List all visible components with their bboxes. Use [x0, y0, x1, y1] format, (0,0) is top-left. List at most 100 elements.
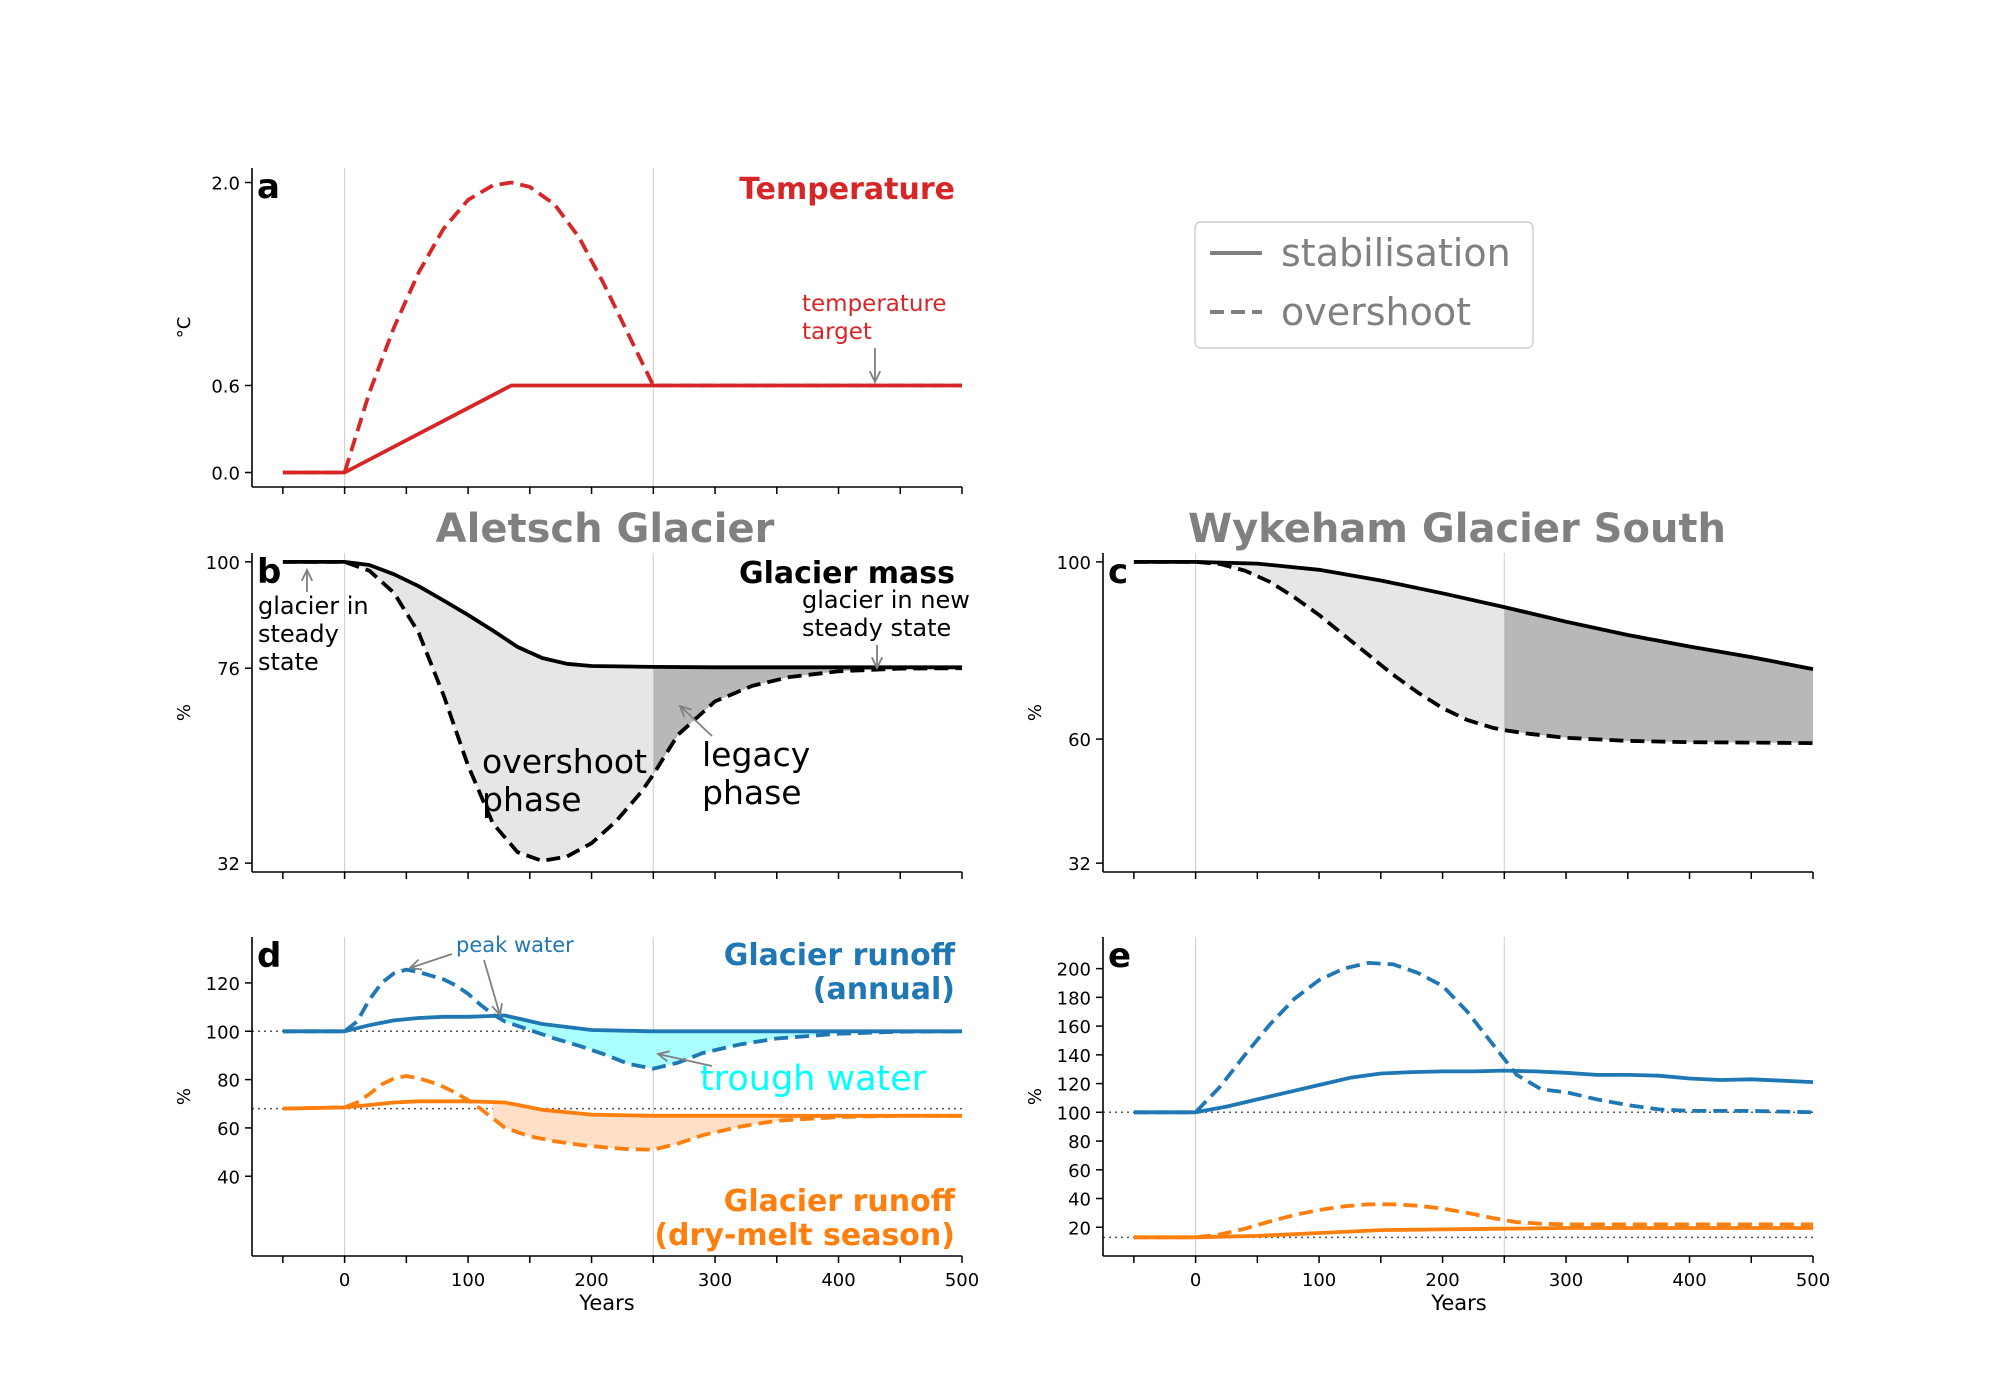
panel-b-y-tick-label: 32	[217, 854, 240, 875]
panel-c-shade-legacy	[1504, 607, 1813, 744]
panel-d-x-tick-label: 0	[339, 1270, 350, 1291]
legend-label-overshoot: overshoot	[1281, 290, 1471, 334]
panel-b-annotation-steady-state: glacier in steady state	[258, 592, 369, 676]
panel-a-y-tick-label: 0.6	[211, 377, 240, 398]
panel-c-letter: c	[1108, 552, 1128, 592]
panel-d-y-tick-label: 40	[217, 1167, 240, 1188]
panel-b-annotation-new-steady-state-line: steady state	[802, 614, 951, 642]
panel-d-series-dashed-orange-3	[282, 1074, 962, 1152]
panel-a-target-arrow-head	[868, 370, 882, 385]
panel-b-y-tick-label: 100	[206, 553, 240, 574]
panel-e-y-tick-label: 180	[1057, 988, 1091, 1009]
column-title-aletsch: Aletsch Glacier	[436, 506, 775, 552]
panel-e-x-tick-label: 100	[1302, 1270, 1336, 1291]
panel-e-y-tick-label: 80	[1068, 1132, 1091, 1153]
panel-b-annotation-new-steady-state-line: glacier in new	[802, 586, 970, 614]
panel-c-series-solid-black-0	[1133, 560, 1814, 671]
panel-b-steady-arrow-head	[300, 567, 314, 582]
panel-d-peak-arrow-2-head	[491, 1003, 503, 1017]
panel-b-series-solid-black-0	[282, 560, 962, 670]
panel-e-y-tick-label: 40	[1068, 1190, 1091, 1211]
panel-b-letter: b	[257, 552, 281, 592]
panel-d-title-annual: Glacier runoff (annual)	[724, 938, 956, 1007]
panel-a-annotation-temperature-target: temperature target	[802, 291, 947, 345]
panel-a-letter: a	[257, 167, 280, 207]
panel-b-annotation-new-steady-state: glacier in new steady state	[802, 586, 970, 642]
column-title-wykeham: Wykeham Glacier South	[1188, 506, 1726, 552]
panel-b-annotation-overshoot-phase: overshoot phase	[482, 742, 647, 819]
panel-d-title-dry-melt-line: Glacier runoff	[724, 1184, 956, 1219]
panel-d-x-tick-label: 200	[574, 1270, 608, 1291]
legend-label-stabilisation: stabilisation	[1281, 231, 1511, 275]
panel-c-shade-overshoot	[1195, 561, 1505, 731]
panel-d-series-solid-orange-2	[282, 1099, 962, 1118]
panel-e-y-tick-label: 160	[1057, 1017, 1091, 1038]
panel-b-annotation-overshoot-phase-line: phase	[482, 780, 582, 819]
panel-a-y-axis-label: °C	[174, 317, 195, 339]
panel-d-y-tick-label: 120	[206, 974, 240, 995]
panel-d-x-tick-label: 500	[945, 1270, 979, 1291]
panel-a-series-dashed-red-1	[282, 180, 962, 475]
panel-c-y-tick-label: 60	[1068, 730, 1091, 751]
panel-b-annotation-legacy-phase-line: legacy	[702, 735, 810, 774]
panel-c-y-tick-label: 32	[1068, 854, 1091, 875]
panel-d-series-solid-blue-0	[282, 1013, 962, 1034]
panel-e-x-tick-label: 400	[1672, 1270, 1706, 1291]
panel-a-annotation-temperature-target-line: target	[802, 319, 872, 345]
panel-d-trough-arrow-head	[655, 1050, 670, 1063]
panel-e-series-dashed-blue-1	[1133, 961, 1814, 1115]
panel-a-y-tick-label: 0.0	[211, 464, 240, 485]
panel-e-y-tick-label: 60	[1068, 1161, 1091, 1182]
panel-e-y-tick-label: 200	[1057, 960, 1091, 981]
panel-b-annotation-steady-state-line: state	[258, 648, 319, 676]
panel-d-x-tick-label: 100	[451, 1270, 485, 1291]
panel-b-legacy-arrow-head	[678, 704, 692, 718]
panel-d-series-dashed-blue-1	[282, 967, 963, 1071]
panel-e-series-solid-orange-2	[1133, 1226, 1813, 1240]
panel-a-title: Temperature	[739, 172, 955, 207]
panel-d-y-tick-label: 60	[217, 1119, 240, 1140]
panel-e-letter: e	[1108, 936, 1131, 976]
panel-e-y-tick-label: 140	[1057, 1046, 1091, 1067]
panel-d-title-annual-line: (annual)	[813, 972, 955, 1007]
panel-e-series-solid-blue-0	[1133, 1068, 1814, 1115]
panel-e-y-tick-label: 120	[1057, 1075, 1091, 1096]
panel-d-peak-arrow-1-head	[408, 958, 423, 971]
panel-a-series-solid-red-0	[282, 383, 962, 475]
panel-d-x-tick-label: 400	[821, 1270, 855, 1291]
panel-d-shade-trough-water	[505, 1015, 962, 1068]
panel-d-trough-arrow-shaft	[657, 1053, 713, 1067]
panel-e-x-tick-label: 500	[1796, 1270, 1830, 1291]
x-axis-label-left: Years	[578, 1291, 634, 1315]
panel-e-x-tick-label: 0	[1190, 1270, 1201, 1291]
panel-b-annotation-steady-state-line: steady	[258, 620, 339, 648]
panel-e-series-dashed-orange-3	[1133, 1202, 1813, 1240]
panel-b-title: Glacier mass	[739, 556, 955, 591]
panel-e-x-tick-label: 300	[1549, 1270, 1583, 1291]
panel-e-y-axis-label: %	[1025, 1088, 1046, 1105]
panel-b-y-tick-label: 76	[217, 659, 240, 680]
panel-d-x-tick-label: 300	[698, 1270, 732, 1291]
panel-b-new-steady-arrow-head	[870, 656, 884, 671]
panel-a-y-tick-label: 2.0	[211, 174, 240, 195]
panel-b-annotation-legacy-phase: legacy phase	[702, 735, 810, 812]
panel-b-annotation-legacy-phase-line: phase	[702, 773, 802, 812]
panel-d-peak-arrow-2-shaft	[483, 959, 501, 1016]
panel-d-title-dry-melt: Glacier runoff (dry-melt season)	[654, 1184, 955, 1253]
panel-b-annotation-steady-state-line: glacier in	[258, 592, 369, 620]
legend: stabilisation overshoot	[1194, 221, 1534, 349]
panel-b-annotation-overshoot-phase-line: overshoot	[482, 742, 647, 781]
panel-c-y-tick-label: 100	[1057, 553, 1091, 574]
panel-b-legacy-arrow-shaft	[679, 705, 713, 737]
x-axis-label-right: Years	[1430, 1291, 1486, 1315]
panel-e-y-tick-label: 20	[1068, 1218, 1091, 1239]
panel-c-series-dashed-black-1	[1133, 560, 1814, 745]
panel-d-y-axis-label: %	[174, 1088, 195, 1105]
panel-e-y-tick-label: 100	[1057, 1103, 1091, 1124]
panel-d-peak-arrow-1-shaft	[409, 953, 453, 969]
panel-d-shade-dry-melt	[492, 1102, 962, 1150]
panel-d-title-dry-melt-line: (dry-melt season)	[654, 1218, 955, 1253]
panel-a-annotation-temperature-target-line: temperature	[802, 291, 947, 317]
panel-d-annotation-trough-water: trough water	[700, 1059, 927, 1099]
